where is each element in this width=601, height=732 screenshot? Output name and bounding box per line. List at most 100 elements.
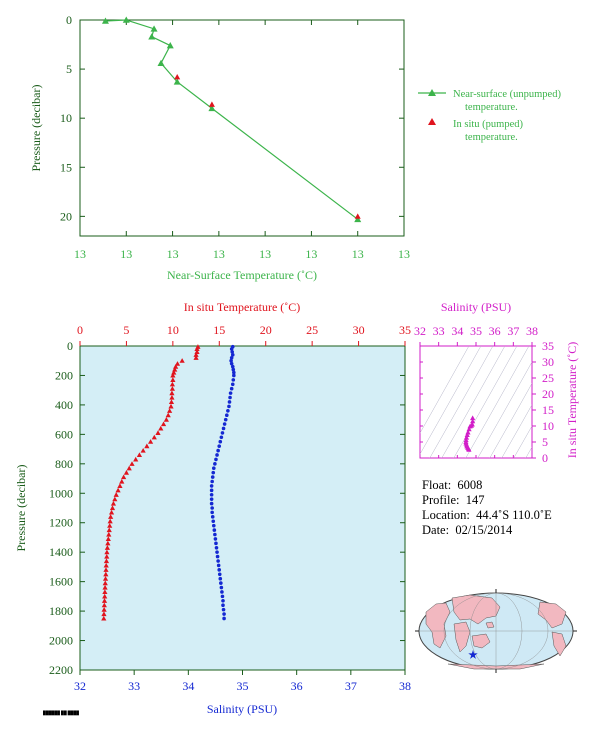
ts-series bbox=[463, 415, 476, 452]
date-value: 02/15/2014 bbox=[455, 523, 513, 537]
salinity-profile-point bbox=[229, 386, 234, 391]
ts-y-tick-label: 0 bbox=[542, 451, 548, 465]
in-situ-pumped-point bbox=[354, 213, 361, 219]
ts-y-tick-label: 5 bbox=[542, 435, 548, 449]
salinity-profile-point bbox=[210, 475, 215, 479]
temperature-profile-point bbox=[168, 399, 175, 405]
temperature-profile-point bbox=[106, 527, 112, 533]
temperature-profile-point bbox=[104, 545, 110, 550]
salinity-profile-point bbox=[222, 616, 226, 621]
salinity-profile-point bbox=[231, 378, 236, 382]
near-surface-x-tick-label: 13 bbox=[305, 247, 317, 261]
salinity-profile-point bbox=[213, 537, 218, 541]
ts-y-axis-label: In situ Temperature (˚C) bbox=[565, 342, 579, 459]
temperature-profile-point bbox=[103, 571, 109, 577]
temperature-profile-point bbox=[158, 425, 164, 431]
salinity-profile-point bbox=[211, 470, 216, 475]
ts-point bbox=[470, 415, 476, 421]
ts-x-tick-label: 38 bbox=[526, 324, 538, 338]
ts-density-contour bbox=[513, 425, 532, 458]
temperature-profile-point bbox=[105, 540, 111, 546]
salinity-profile-point bbox=[220, 431, 225, 435]
temperature-axis-label: In situ Temperature (˚C) bbox=[184, 300, 301, 314]
salinity-profile-point bbox=[221, 607, 226, 612]
salinity-profile-point bbox=[216, 448, 220, 453]
salinity-profile-point bbox=[210, 510, 214, 515]
temperature-profile-point bbox=[103, 558, 110, 564]
profile-y-tick-label: 1800 bbox=[49, 604, 73, 618]
salinity-x-tick-label: 32 bbox=[74, 679, 86, 693]
salinity-profile-point bbox=[213, 532, 217, 537]
temperature-profile-point bbox=[102, 589, 108, 595]
temperature-profile-point bbox=[168, 403, 174, 409]
temperature-profile-point bbox=[194, 346, 200, 352]
ts-point bbox=[463, 434, 470, 440]
salinity-profile-point bbox=[210, 479, 214, 484]
near-surface-series bbox=[101, 16, 362, 223]
temperature-profile-point bbox=[173, 364, 179, 369]
salinity-profile-point bbox=[215, 550, 219, 554]
float-label: Float: bbox=[422, 478, 452, 492]
salinity-profile-point bbox=[216, 563, 221, 568]
legend-marker-unpumped bbox=[428, 89, 436, 96]
near-surface-y-tick-label: 15 bbox=[60, 160, 72, 174]
ts-y-tick-label: 30 bbox=[542, 355, 554, 369]
salinity-x-tick-label: 36 bbox=[291, 679, 303, 693]
salinity-profile-point bbox=[215, 453, 219, 457]
profile-plot-frame bbox=[79, 345, 406, 671]
temperature-profile-point bbox=[102, 576, 109, 581]
near-surface-axes: 0 5 10 15 20 13 13 13 13 13 13 13 13 bbox=[60, 13, 410, 261]
profile-row: Profile: 147 bbox=[422, 493, 552, 508]
ts-y-tick-label: 35 bbox=[542, 339, 554, 353]
salinity-profile-point bbox=[220, 590, 224, 594]
temperature-profile-point bbox=[110, 500, 117, 506]
legend-label-pumped-2: temperature. bbox=[465, 132, 518, 143]
ts-y-tick-label: 25 bbox=[542, 371, 554, 385]
salinity-profile-point bbox=[218, 576, 223, 581]
ts-axes: 32 33 34 35 36 37 38 0 5 10 15 20 25 30 35 bbox=[414, 324, 554, 465]
temperature-profile-point bbox=[160, 421, 167, 427]
salinity-profile-point bbox=[229, 361, 234, 366]
profile-series bbox=[101, 344, 236, 621]
salinity-profile-point bbox=[230, 364, 235, 369]
ts-x-tick-label: 37 bbox=[507, 324, 519, 338]
temperature-x-tick-label: 0 bbox=[77, 323, 83, 337]
ts-x-tick-label: 33 bbox=[433, 324, 445, 338]
ts-point bbox=[466, 426, 472, 432]
ts-density-contour bbox=[420, 346, 482, 455]
temperature-profile-point bbox=[103, 567, 109, 572]
temperature-profile-point bbox=[105, 536, 111, 542]
temperature-profile-point bbox=[109, 505, 116, 511]
temperature-x-tick-label: 5 bbox=[123, 323, 129, 337]
temperature-profile-point bbox=[126, 465, 132, 471]
salinity-profile-point bbox=[209, 488, 214, 493]
salinity-profile-point bbox=[209, 497, 214, 501]
temperature-profile-point bbox=[194, 349, 200, 354]
ts-density-contour bbox=[501, 404, 532, 458]
location-row: Location: 44.4˚S 110.0˚E bbox=[422, 508, 552, 523]
ts-x-tick-label: 34 bbox=[451, 324, 463, 338]
salinity-profile-point bbox=[229, 347, 234, 351]
salinity-profile-point bbox=[219, 581, 223, 585]
profile-axes: 0200400600800100012001400160018002000220… bbox=[49, 323, 411, 693]
legend-marker-pumped bbox=[428, 118, 436, 125]
ts-density-contour bbox=[489, 382, 532, 458]
salinity-profile-point bbox=[223, 417, 228, 422]
temperature-profile-point bbox=[102, 593, 108, 599]
profile-y-tick-label: 2000 bbox=[49, 634, 73, 648]
profile-y-tick-label: 400 bbox=[55, 398, 73, 412]
temperature-profile-point bbox=[151, 434, 157, 440]
salinity-profile-point bbox=[209, 484, 214, 488]
salinity-x-tick-label: 34 bbox=[182, 679, 194, 693]
salinity-profile-point bbox=[212, 528, 217, 532]
temperature-profile-point bbox=[121, 474, 127, 480]
profile-y-tick-label: 800 bbox=[55, 457, 73, 471]
temperature-x-tick-label: 35 bbox=[399, 323, 411, 337]
salinity-profile-point bbox=[217, 444, 222, 448]
temperature-profile-point bbox=[129, 461, 135, 466]
salinity-profile-point bbox=[228, 395, 232, 400]
temperature-profile-point bbox=[117, 483, 123, 488]
temperature-profile-point bbox=[170, 377, 176, 382]
temperature-profile-point bbox=[108, 514, 114, 519]
near-surface-x-tick-label: 13 bbox=[259, 247, 271, 261]
